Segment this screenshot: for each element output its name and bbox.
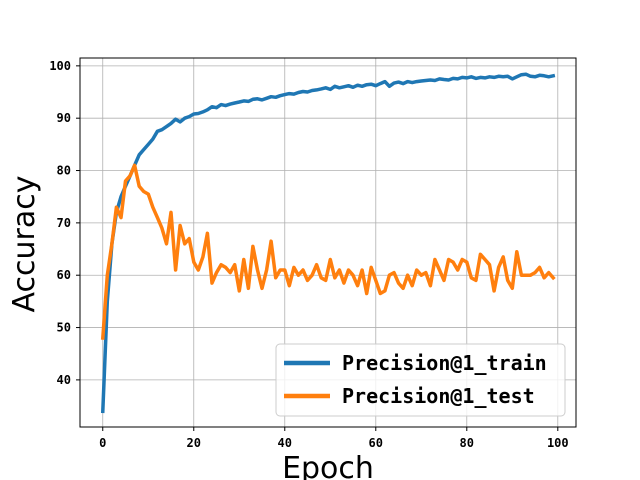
y-tick-label: 90 xyxy=(57,111,71,125)
series-line-test xyxy=(100,163,556,340)
x-tick-label: 80 xyxy=(460,436,474,450)
series-lines xyxy=(100,72,556,414)
x-tick-label: 20 xyxy=(187,436,201,450)
legend: Precision@1_train Precision@1_test xyxy=(275,343,566,417)
axes: 0 20 40 60 80 100 40 50 60 70 80 90 100 xyxy=(49,57,577,450)
legend-label-train: Precision@1_train xyxy=(342,351,547,375)
legend-box xyxy=(275,343,566,417)
y-tick-label: 40 xyxy=(57,373,71,387)
x-tick-label: 0 xyxy=(99,436,106,450)
x-tick-label: 60 xyxy=(369,436,383,450)
grid xyxy=(80,58,576,427)
y-tick-label: 50 xyxy=(57,321,71,335)
y-axis-title: Accuracy xyxy=(7,176,42,313)
y-tick-label: 60 xyxy=(57,268,71,282)
series-line-train xyxy=(100,72,556,414)
legend-label-test: Precision@1_test xyxy=(342,384,535,408)
x-tick-label: 100 xyxy=(547,436,569,450)
y-tick-label: 100 xyxy=(49,59,71,73)
plot-frame xyxy=(79,57,577,428)
y-tick-label: 80 xyxy=(57,164,71,178)
x-axis-title: Epoch xyxy=(282,451,374,480)
x-tick-label: 40 xyxy=(278,436,292,450)
y-tick-label: 70 xyxy=(57,216,71,230)
